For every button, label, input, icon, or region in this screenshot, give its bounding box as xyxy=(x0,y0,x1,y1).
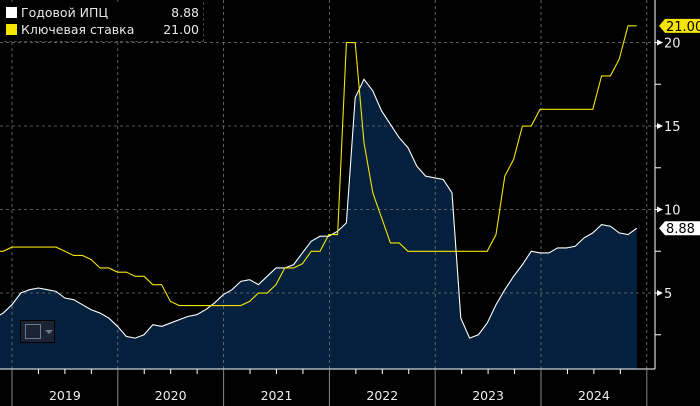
y-tick-marker xyxy=(657,290,663,297)
legend-label-key-rate: Ключевая ставка xyxy=(21,22,135,37)
legend-item-key-rate: Ключевая ставка 21.00 xyxy=(6,21,199,38)
legend-swatch-cpi xyxy=(6,7,17,18)
y-tick-label: 15 xyxy=(664,120,681,135)
legend-item-cpi: Годовой ИПЦ 8.88 xyxy=(6,4,199,21)
x-tick-label: 2021 xyxy=(261,388,293,403)
cpi-area xyxy=(0,79,637,369)
x-tick-label: 2022 xyxy=(366,388,398,403)
legend-value-cpi: 8.88 xyxy=(171,5,199,20)
key-rate-line xyxy=(0,25,637,307)
legend-swatch-key-rate xyxy=(6,24,17,35)
key-rate-last-value-tag xyxy=(659,18,700,33)
cpi-line xyxy=(0,78,638,339)
y-tick-label: 20 xyxy=(664,37,681,52)
cpi-last-value-tag-label: 8.88 xyxy=(666,222,695,237)
x-tick-label: 2019 xyxy=(49,388,81,403)
legend: Годовой ИПЦ 8.88 Ключевая ставка 21.00 xyxy=(4,2,204,42)
key-rate-last-value-tag-label: 21.00 xyxy=(666,20,700,35)
x-tick-label: 2023 xyxy=(472,388,504,403)
chart-type-button[interactable] xyxy=(20,320,55,343)
x-tick-label: 2024 xyxy=(578,388,610,403)
legend-value-key-rate: 21.00 xyxy=(163,22,199,37)
y-tick-marker xyxy=(657,123,663,130)
y-tick-marker xyxy=(657,39,663,46)
line-chart-icon xyxy=(25,324,41,339)
legend-label-cpi: Годовой ИПЦ xyxy=(21,5,109,20)
chevron-down-icon xyxy=(45,329,53,334)
cpi-last-value-tag xyxy=(659,221,700,236)
y-tick-label: 10 xyxy=(664,204,681,219)
y-tick-label: 5 xyxy=(664,287,672,302)
y-tick-marker xyxy=(657,206,663,213)
x-tick-label: 2020 xyxy=(155,388,187,403)
